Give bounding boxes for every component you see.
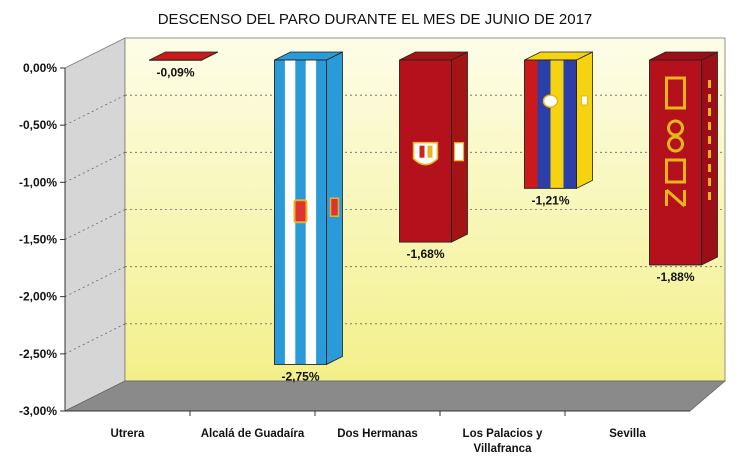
x-tick-label: Alcalá de Guadaíra bbox=[201, 428, 305, 440]
chart-title: DESCENSO DEL PARO DURANTE EL MES DE JUNI… bbox=[158, 11, 593, 28]
x-tick-label: Villafranca bbox=[474, 443, 533, 455]
gridline bbox=[64, 266, 126, 298]
bar-outline bbox=[524, 59, 577, 189]
coat-of-arms-detail bbox=[419, 145, 425, 158]
data-label: -0,09% bbox=[156, 65, 194, 79]
no8do-emblem bbox=[667, 119, 684, 137]
bar-stripe bbox=[316, 60, 327, 365]
plot-area: 0,00% -0,50% -1,00% -1,50% -2,00% -2,50% -3,00… bbox=[19, 37, 727, 455]
data-label: -1,88% bbox=[656, 270, 694, 284]
y-tick-label: -1,50% bbox=[19, 233, 57, 247]
bar-stripe bbox=[550, 60, 564, 189]
bar-outline bbox=[649, 59, 702, 266]
gridline bbox=[64, 151, 126, 183]
bar-alcala-flag bbox=[274, 51, 343, 366]
no8do-emblem bbox=[665, 76, 686, 110]
coat-of-arms-icon bbox=[329, 197, 340, 217]
coat-of-arms-icon bbox=[453, 142, 465, 162]
x-tick-label: Utrera bbox=[111, 428, 145, 440]
bar-los-palacios-flag bbox=[524, 51, 593, 189]
coat-of-arms-detail bbox=[427, 145, 433, 158]
y-tick-label: -0,50% bbox=[19, 118, 57, 132]
coat-of-arms-icon bbox=[412, 141, 439, 166]
bar-sevilla-flag bbox=[649, 51, 718, 266]
no8do-emblem bbox=[665, 158, 686, 208]
bar-dos-hermanas-flag bbox=[399, 51, 468, 243]
bar-stripe bbox=[537, 60, 551, 189]
side-wall bbox=[64, 37, 126, 412]
y-tick-label: -2,00% bbox=[19, 290, 57, 304]
gridline bbox=[64, 94, 126, 126]
x-tick-label: Dos Hermanas bbox=[337, 428, 418, 440]
y-tick-label: -2,50% bbox=[19, 347, 57, 361]
y-tick-label: -1,00% bbox=[19, 175, 57, 189]
bar-stripe bbox=[274, 60, 286, 365]
bar-stripe bbox=[284, 60, 296, 365]
coat-of-arms-icon bbox=[581, 95, 588, 106]
bar-utrera-flag bbox=[149, 51, 218, 61]
bar-front bbox=[649, 60, 702, 265]
data-label: -2,75% bbox=[281, 369, 319, 383]
data-label: -1,21% bbox=[531, 193, 569, 207]
bar-stripe bbox=[524, 60, 538, 189]
y-tick-label: -3,00% bbox=[19, 404, 57, 418]
bar-stripe bbox=[563, 60, 577, 189]
coat-of-arms-icon bbox=[293, 199, 308, 224]
x-tick-label: Los Palacios y bbox=[463, 428, 544, 440]
coat-of-arms-icon bbox=[542, 94, 559, 108]
no8do-emblem bbox=[667, 135, 684, 153]
gridline bbox=[64, 209, 126, 240]
y-tick-label: 0,00% bbox=[23, 61, 57, 75]
floor bbox=[64, 380, 727, 412]
bar-outline bbox=[399, 59, 452, 243]
data-label: -1,68% bbox=[406, 247, 444, 261]
bar-stripe bbox=[305, 60, 317, 365]
bar-side bbox=[576, 51, 593, 189]
bar-outline bbox=[274, 59, 327, 365]
gridline bbox=[64, 323, 126, 355]
x-tick-label: Sevilla bbox=[609, 428, 646, 440]
